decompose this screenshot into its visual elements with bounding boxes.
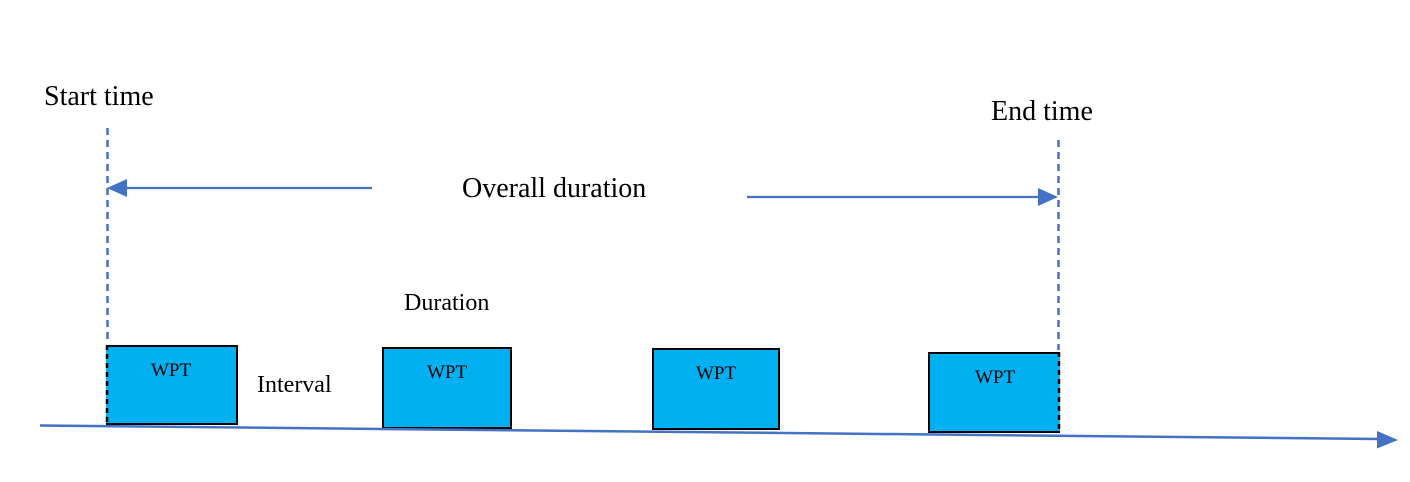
overall-duration-label: Overall duration xyxy=(462,173,647,204)
wpt-box-4: WPT xyxy=(928,352,1060,433)
wpt-box-3-label: WPT xyxy=(695,363,737,384)
wpt-box-1: WPT xyxy=(106,345,238,425)
interval-label: Interval xyxy=(257,372,332,398)
timeline-arrowhead-icon xyxy=(1377,431,1398,449)
wpt-box-3: WPT xyxy=(652,348,780,430)
start-time-label: Start time xyxy=(44,81,154,112)
end-time-label: End time xyxy=(991,96,1093,127)
wpt-box-4-label: WPT xyxy=(974,367,1016,388)
duration-label: Duration xyxy=(404,290,490,316)
right-arrowhead-icon xyxy=(1038,188,1058,206)
wpt-box-2: WPT xyxy=(382,347,512,429)
left-arrowhead-icon xyxy=(107,179,127,197)
wpt-box-2-label: WPT xyxy=(426,362,468,383)
wpt-box-1-label: WPT xyxy=(150,360,192,381)
